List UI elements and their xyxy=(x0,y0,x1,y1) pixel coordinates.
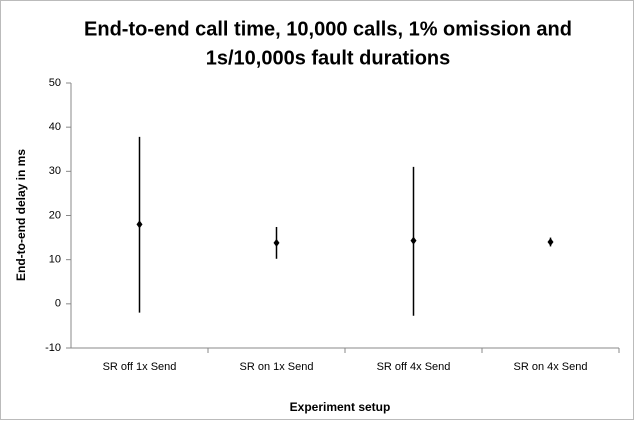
y-tick-label: 50 xyxy=(49,77,61,89)
point xyxy=(410,236,417,245)
y-tick-label: 0 xyxy=(55,298,61,310)
y-axis-title: End-to-end delay in ms xyxy=(14,149,28,281)
y-tick-label: 40 xyxy=(49,121,61,133)
chart-title: 1s/10,000s fault durations xyxy=(206,47,451,69)
x-tick-label: SR on 1x Send xyxy=(240,361,314,373)
y-tick-label: 10 xyxy=(49,254,61,266)
x-tick-label: SR off 4x Send xyxy=(377,361,451,373)
x-tick-label: SR on 4x Send xyxy=(514,361,588,373)
chart-title: End-to-end call time, 10,000 calls, 1% o… xyxy=(84,18,572,40)
y-tick-label: 20 xyxy=(49,209,61,221)
point xyxy=(136,220,143,229)
y-tick-label: -10 xyxy=(45,342,61,354)
y-tick-label: 30 xyxy=(49,165,61,177)
point xyxy=(273,238,280,247)
x-tick-label: SR off 1x Send xyxy=(103,361,177,373)
x-axis-title: Experiment setup xyxy=(290,400,391,414)
point xyxy=(547,238,554,246)
